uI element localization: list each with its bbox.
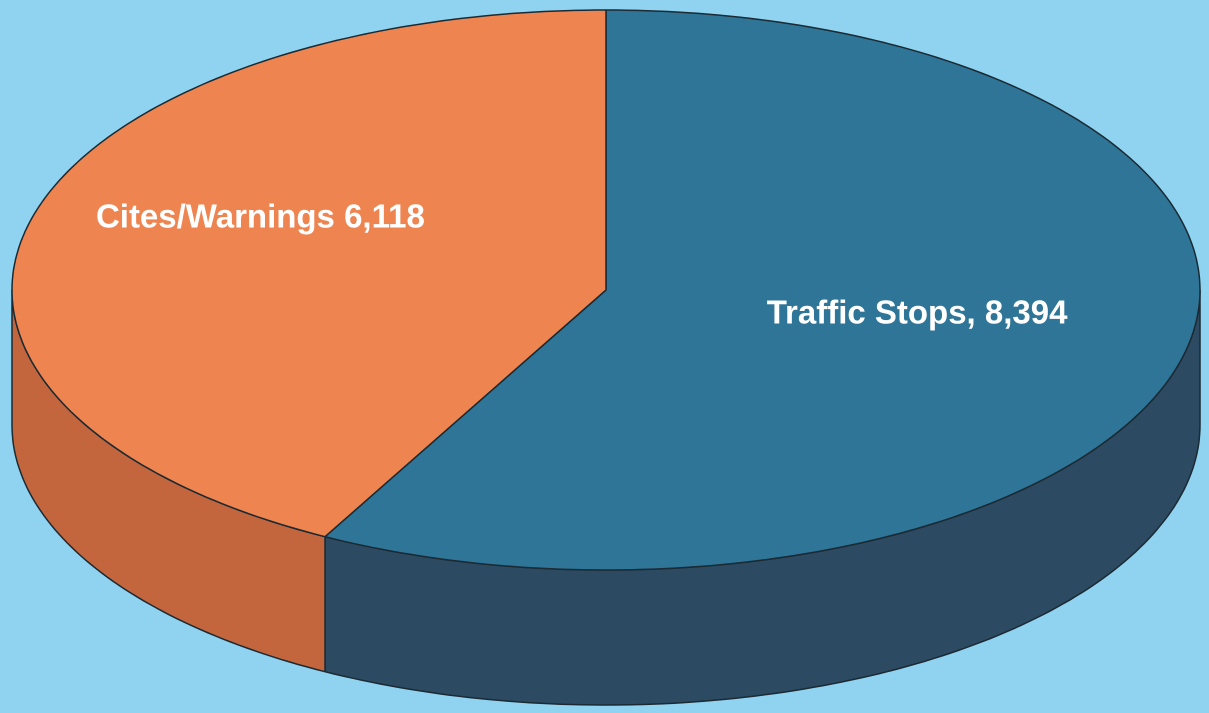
slice [11,9,607,538]
data-label: Traffic Stops, 8,394 [767,294,1068,331]
slice [324,9,1201,571]
data-label: Cites/Warnings 6,118 [96,198,425,235]
